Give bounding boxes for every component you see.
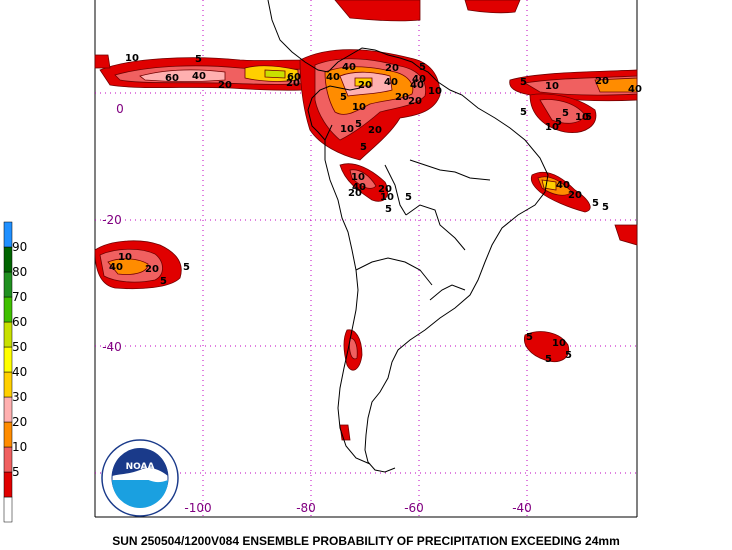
precip-shading — [94, 0, 638, 441]
contour-value-label: 5 — [355, 119, 362, 130]
legend-swatch — [3, 296, 13, 323]
legend-swatch — [3, 446, 13, 473]
contour-value-label: 5 — [592, 198, 599, 209]
contour-value-label: 20 — [568, 190, 582, 201]
contour-value-label: 40 — [412, 74, 426, 85]
contour-value-label: 20 — [595, 76, 609, 87]
contour-value-label: 20 — [145, 264, 159, 275]
legend-swatch — [3, 246, 13, 273]
graticule — [95, 0, 637, 517]
longitude-labels: -100 -80 -60 -40 — [184, 501, 531, 515]
contour-value-label: 5 — [340, 92, 347, 103]
contour-value-label: 10 — [428, 86, 442, 97]
legend-swatch — [3, 221, 13, 248]
contour-value-label: 20 — [395, 92, 409, 103]
legend-swatch — [3, 471, 13, 498]
contour-value-label: 10 — [340, 124, 354, 135]
legend-swatch — [3, 496, 13, 523]
contour-value-label: 40 — [352, 182, 366, 193]
contour-value-label: 10 — [352, 102, 366, 113]
contour-value-label: 5 — [555, 117, 562, 128]
coastline-outline — [267, 0, 549, 473]
contour-value-label: 10 — [545, 122, 559, 133]
contour-value-label: 20 — [286, 78, 300, 89]
contour-value-label: 40 — [326, 72, 340, 83]
contour-value-label: 5 — [160, 276, 167, 287]
lon-label-neg100: -100 — [184, 501, 211, 515]
contour-value-label: 10 — [552, 338, 566, 349]
lat-label-0: 0 — [116, 102, 124, 116]
contour-value-label: 20 — [348, 188, 362, 199]
legend-label: 90 — [12, 240, 27, 254]
map-caption: SUN 250504/1200V084 ENSEMBLE PROBABILITY… — [112, 534, 620, 548]
contour-value-label: 10 — [380, 192, 394, 203]
contour-value-label: 20 — [408, 96, 422, 107]
legend-label: 10 — [12, 440, 27, 454]
noaa-logo: NOAA — [101, 439, 179, 517]
contour-value-label: 10 — [575, 112, 589, 123]
legend-label: 20 — [12, 415, 27, 429]
legend-label: 5 — [12, 465, 20, 479]
legend-label: 70 — [12, 290, 27, 304]
legend-label: 60 — [12, 315, 27, 329]
contour-value-label: 5 — [385, 204, 392, 215]
lat-label-neg20: -20 — [102, 213, 122, 227]
contour-value-label: 40 — [628, 84, 642, 95]
contour-value-label: 40 — [342, 62, 356, 73]
legend-label: 50 — [12, 340, 27, 354]
contour-value-label: 5 — [545, 354, 552, 365]
legend-color-bar: 5 10 20 30 40 50 60 70 80 90 — [3, 221, 27, 523]
lon-label-neg60: -60 — [404, 501, 424, 515]
lon-label-neg80: -80 — [296, 501, 316, 515]
contour-value-label: 40 — [192, 71, 206, 82]
contour-value-label: 40 — [410, 80, 424, 91]
legend-swatch — [3, 321, 13, 348]
contour-value-label: 10 — [351, 172, 365, 183]
legend-label: 40 — [12, 365, 27, 379]
legend-label: 80 — [12, 265, 27, 279]
contour-value-label: 60 — [287, 72, 301, 83]
contour-value-label: 5 — [405, 192, 412, 203]
lon-label-neg40: -40 — [512, 501, 532, 515]
contour-value-label: 10 — [545, 81, 559, 92]
contour-value-label: 40 — [109, 262, 123, 273]
contour-value-label: 20 — [378, 184, 392, 195]
contour-value-label: 5 — [565, 350, 572, 361]
lat-label-neg40: -40 — [102, 340, 122, 354]
contour-value-label: 5 — [419, 62, 426, 73]
contour-value-label: 5 — [183, 262, 190, 273]
contour-value-label: 5 — [585, 112, 592, 123]
legend-swatch — [3, 346, 13, 373]
contour-value-label: 20 — [358, 80, 372, 91]
legend-swatch — [3, 371, 13, 398]
noaa-logo-text: NOAA — [126, 462, 155, 472]
legend-swatch — [3, 421, 13, 448]
contour-value-label: 5 — [526, 332, 533, 343]
contour-value-label: 40 — [556, 180, 570, 191]
contour-value-label: 10 — [118, 252, 132, 263]
precip-area-south-atlantic — [523, 331, 570, 362]
contour-value-label: 5 — [602, 202, 609, 213]
contour-value-label: 20 — [368, 125, 382, 136]
contour-value-label: 5 — [562, 108, 569, 119]
contour-value-label: 20 — [385, 63, 399, 74]
legend-swatch — [3, 396, 13, 423]
latitude-labels: 0 -20 -40 — [102, 102, 124, 354]
contour-value-label: 5 — [195, 54, 202, 65]
contour-value-label: 20 — [218, 80, 232, 91]
legend-label: 30 — [12, 390, 27, 404]
contour-value-label: 10 — [125, 53, 139, 64]
contour-value-label: 5 — [360, 142, 367, 153]
contour-value-label: 60 — [165, 73, 179, 84]
legend-swatch — [3, 271, 13, 298]
contour-value-label: 5 — [520, 77, 527, 88]
contour-value-label: 40 — [384, 77, 398, 88]
contour-value-label: 5 — [520, 107, 527, 118]
